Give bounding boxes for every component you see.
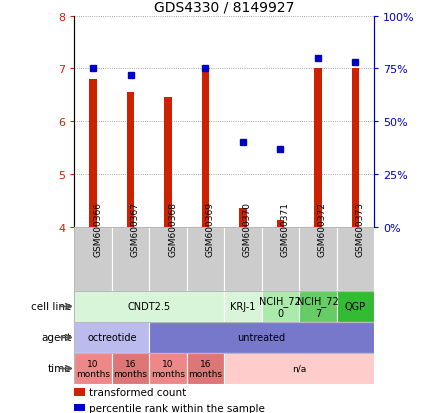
- Bar: [351, 69, 359, 227]
- Text: octreotide: octreotide: [87, 332, 136, 343]
- Bar: [164, 98, 172, 227]
- Bar: [277, 221, 284, 227]
- Text: GSM600372: GSM600372: [318, 202, 327, 256]
- Bar: [224, 227, 262, 291]
- Bar: [74, 291, 224, 322]
- Bar: [112, 353, 149, 384]
- Text: n/a: n/a: [292, 364, 306, 373]
- Text: GSM600366: GSM600366: [93, 202, 102, 256]
- Text: agent: agent: [41, 332, 71, 343]
- Bar: [202, 72, 209, 227]
- Text: 10
months: 10 months: [151, 359, 185, 378]
- Text: cell line: cell line: [31, 301, 71, 312]
- Bar: [127, 93, 134, 227]
- Text: transformed count: transformed count: [89, 387, 187, 397]
- Bar: [74, 322, 149, 353]
- Text: KRJ-1: KRJ-1: [230, 301, 255, 312]
- Bar: [224, 353, 374, 384]
- Bar: [112, 227, 149, 291]
- Bar: [224, 291, 262, 322]
- Bar: [74, 353, 112, 384]
- Bar: [337, 227, 374, 291]
- Text: CNDT2.5: CNDT2.5: [128, 301, 171, 312]
- Bar: [187, 353, 224, 384]
- Text: untreated: untreated: [238, 332, 286, 343]
- Bar: [149, 322, 374, 353]
- Bar: [74, 227, 112, 291]
- Text: NCIH_72
7: NCIH_72 7: [297, 295, 339, 318]
- Text: GSM600368: GSM600368: [168, 202, 177, 256]
- Bar: [89, 80, 97, 227]
- Bar: [314, 69, 322, 227]
- Bar: [299, 227, 337, 291]
- Text: 10
months: 10 months: [76, 359, 110, 378]
- Bar: [74, 388, 85, 396]
- Text: GSM600373: GSM600373: [355, 202, 364, 256]
- Text: 16
months: 16 months: [113, 359, 147, 378]
- Text: time: time: [48, 363, 71, 374]
- Bar: [149, 353, 187, 384]
- Text: percentile rank within the sample: percentile rank within the sample: [89, 403, 265, 413]
- Bar: [239, 209, 246, 227]
- Bar: [149, 227, 187, 291]
- Bar: [262, 291, 299, 322]
- Bar: [74, 404, 85, 411]
- Text: NCIH_72
0: NCIH_72 0: [260, 295, 301, 318]
- Text: GSM600367: GSM600367: [130, 202, 139, 256]
- Text: GSM600369: GSM600369: [205, 202, 215, 256]
- Bar: [262, 227, 299, 291]
- Text: GSM600371: GSM600371: [280, 202, 289, 256]
- Text: QGP: QGP: [345, 301, 366, 312]
- Text: 16
months: 16 months: [188, 359, 222, 378]
- Title: GDS4330 / 8149927: GDS4330 / 8149927: [154, 0, 295, 14]
- Bar: [299, 291, 337, 322]
- Text: GSM600370: GSM600370: [243, 202, 252, 256]
- Bar: [187, 227, 224, 291]
- Bar: [337, 291, 374, 322]
